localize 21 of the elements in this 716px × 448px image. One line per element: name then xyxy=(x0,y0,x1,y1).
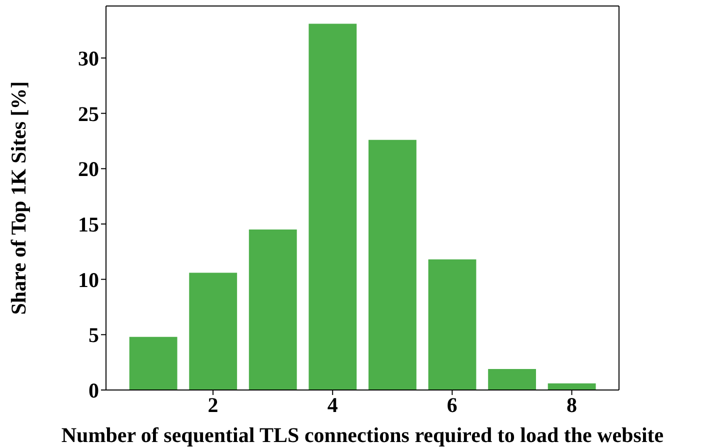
bar xyxy=(488,368,536,390)
x-tick-label: 8 xyxy=(566,392,578,417)
y-tick-label: 0 xyxy=(88,378,99,402)
y-axis-title: Share of Top 1K Sites [%] xyxy=(6,81,30,315)
y-tick-label: 30 xyxy=(78,46,99,70)
y-tick-label: 25 xyxy=(78,102,99,126)
x-axis-title: Number of sequential TLS connections required to load the website xyxy=(61,423,664,447)
bar xyxy=(248,230,297,390)
bar xyxy=(548,383,596,390)
x-tick-label: 4 xyxy=(327,392,338,417)
bar xyxy=(189,272,238,390)
bar xyxy=(368,140,416,390)
bar xyxy=(308,24,357,390)
x-tick-label: 6 xyxy=(446,392,458,417)
y-tick-label: 15 xyxy=(78,212,99,236)
x-tick-label: 2 xyxy=(208,392,218,417)
bar xyxy=(129,336,178,390)
y-tick-label: 5 xyxy=(88,323,99,348)
bar xyxy=(428,259,476,390)
y-tick-label: 20 xyxy=(78,157,99,182)
y-tick-label: 10 xyxy=(78,268,99,292)
